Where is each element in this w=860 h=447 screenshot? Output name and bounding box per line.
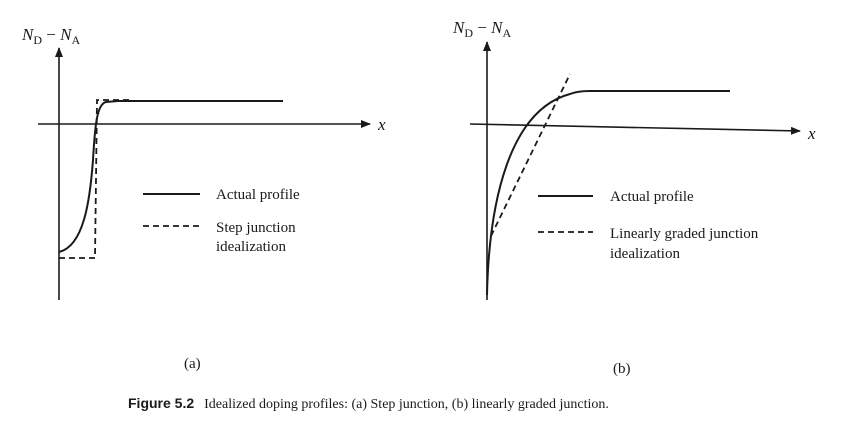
panel-a-step-idealization-curve — [59, 99, 132, 259]
panel-b-legend-linear-label-line2: idealization — [610, 246, 680, 262]
panel-a-x-axis-label: x — [377, 115, 386, 134]
panel-b-x-axis — [469, 123, 801, 135]
figure-caption: Figure 5.2 Idealized doping profiles: (a)… — [128, 395, 609, 412]
panel-a: ND − NA x Actual profile Step junction i… — [21, 25, 386, 372]
panel-b-label: (b) — [613, 361, 631, 377]
panel-b-x-axis-label: x — [807, 124, 816, 143]
panel-b-actual-profile-curve — [486, 90, 730, 296]
panel-a-legend-actual-label: Actual profile — [216, 187, 300, 203]
panel-b-legend-actual-label: Actual profile — [610, 189, 694, 205]
panel-b-y-axis-label: ND − NA — [452, 18, 511, 40]
figure-caption-number: Figure 5.2 — [128, 395, 194, 411]
panel-a-actual-profile-curve — [58, 100, 283, 253]
panel-b: ND − NA x Actual profile Linearly graded… — [452, 18, 816, 377]
panel-a-y-axis-label: ND − NA — [21, 25, 80, 47]
panel-a-legend-step-label-line1: Step junction — [216, 220, 296, 236]
panel-b-legend-linear-label-line1: Linearly graded junction — [610, 226, 759, 242]
panel-a-legend-step-label-line2: idealization — [216, 239, 286, 255]
panel-a-label: (a) — [184, 356, 201, 372]
figure-caption-text: Idealized doping profiles: (a) Step junc… — [204, 397, 609, 412]
panel-b-linear-idealization-line — [490, 73, 571, 237]
